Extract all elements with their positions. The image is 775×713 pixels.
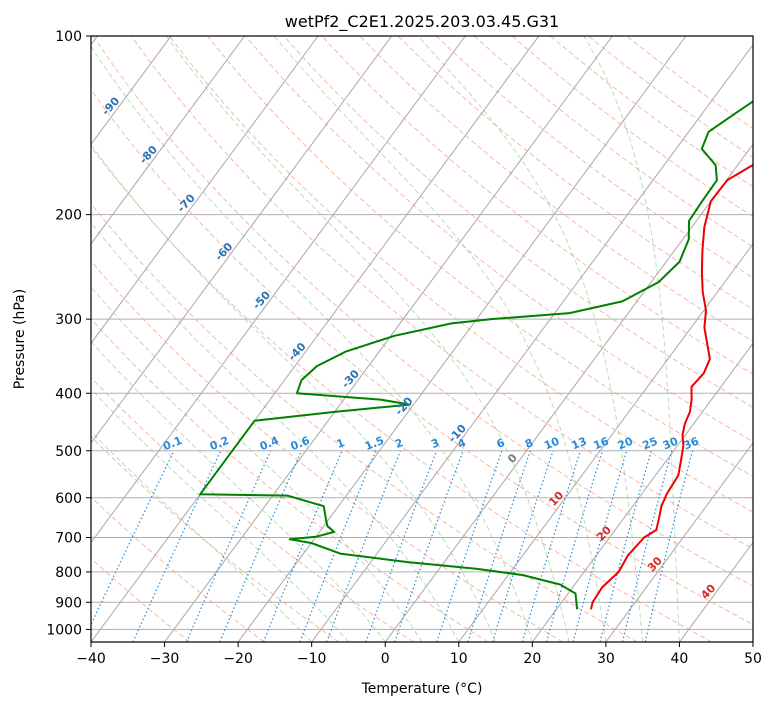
y-tick-label: 400: [55, 386, 82, 402]
y-tick-label: 800: [55, 565, 82, 581]
x-tick-label: −10: [297, 651, 327, 667]
x-axis-label: Temperature (°C): [361, 681, 483, 697]
x-tick-label: 0: [381, 651, 390, 667]
x-tick-label: −20: [223, 651, 253, 667]
y-tick-label: 300: [55, 312, 82, 328]
x-tick-label: 30: [597, 651, 615, 667]
y-tick-label: 700: [55, 531, 82, 547]
y-tick-label: 200: [55, 208, 82, 224]
y-tick-label: 1000: [46, 622, 82, 638]
x-tick-label: 40: [671, 651, 689, 667]
x-tick-label: 10: [450, 651, 468, 667]
chart-title: wetPf2_C2E1.2025.203.03.45.G31: [285, 12, 559, 32]
y-tick-label: 100: [55, 29, 82, 45]
y-tick-label: 500: [55, 444, 82, 460]
x-tick-label: 20: [523, 651, 541, 667]
y-tick-label: 900: [55, 595, 82, 611]
x-tick-label: 50: [744, 651, 762, 667]
y-axis-label: Pressure (hPa): [12, 289, 28, 389]
y-tick-label: 600: [55, 491, 82, 507]
x-tick-label: −40: [76, 651, 106, 667]
x-tick-label: −30: [150, 651, 180, 667]
